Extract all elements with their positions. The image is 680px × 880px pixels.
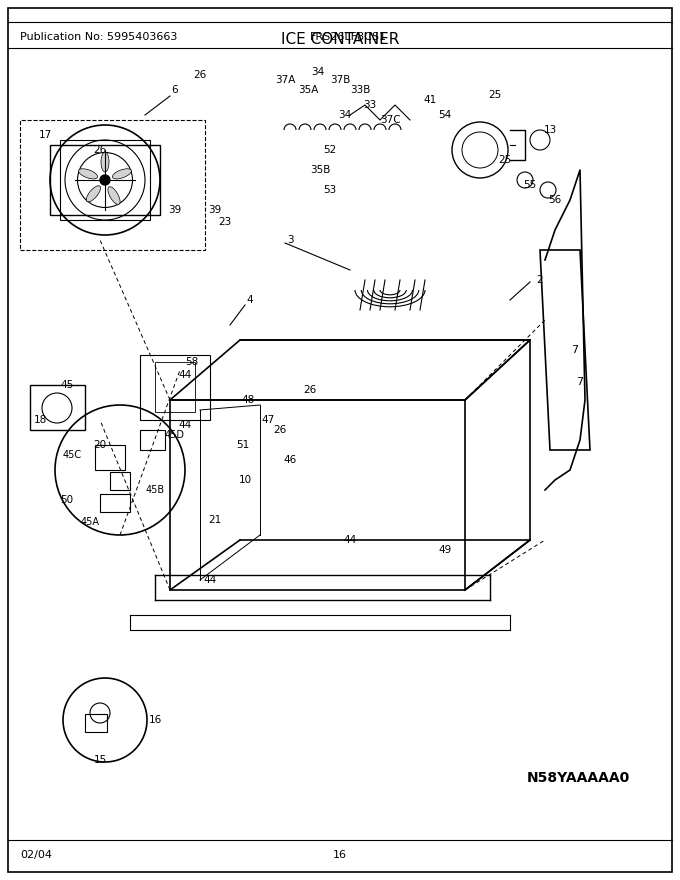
Text: 10: 10 (239, 475, 252, 485)
Text: 39: 39 (169, 205, 182, 215)
Ellipse shape (86, 186, 101, 202)
Text: 23: 23 (218, 217, 232, 227)
Text: 56: 56 (548, 195, 562, 205)
Text: 17: 17 (38, 130, 52, 140)
Text: 34: 34 (311, 67, 324, 77)
Bar (30, 385, 85, 430)
Text: 44: 44 (203, 575, 217, 585)
Text: 02/04: 02/04 (20, 850, 52, 860)
Bar (60, 140, 150, 220)
Text: 47: 47 (261, 415, 275, 425)
Text: ICE CONTAINER: ICE CONTAINER (281, 32, 399, 47)
Text: 41: 41 (424, 95, 437, 105)
Text: 18: 18 (33, 415, 47, 425)
Bar (20, 120, 205, 250)
Text: 25: 25 (498, 155, 511, 165)
Text: 26: 26 (273, 425, 287, 435)
Bar (140, 430, 165, 450)
Text: 33B: 33B (350, 85, 370, 95)
Ellipse shape (108, 187, 120, 204)
Text: 44: 44 (178, 370, 192, 380)
Text: 48: 48 (241, 395, 254, 405)
Text: 53: 53 (324, 185, 337, 195)
Text: 50: 50 (61, 495, 73, 505)
Text: 49: 49 (439, 545, 452, 555)
Text: 20: 20 (93, 440, 107, 450)
Text: 58: 58 (186, 357, 199, 367)
Text: N58YAAAAA0: N58YAAAAA0 (527, 771, 630, 785)
Text: 21: 21 (208, 515, 222, 525)
Bar (110, 472, 130, 490)
Text: 33: 33 (363, 100, 377, 110)
Text: 54: 54 (439, 110, 452, 120)
Text: 13: 13 (543, 125, 557, 135)
Text: 16: 16 (333, 850, 347, 860)
Bar (140, 355, 210, 420)
Text: 16: 16 (148, 715, 162, 725)
Text: 37A: 37A (275, 75, 295, 85)
Text: 7: 7 (571, 345, 579, 355)
Text: 37C: 37C (379, 115, 401, 125)
Text: 6: 6 (171, 85, 178, 95)
Text: 2: 2 (537, 275, 543, 285)
Bar (95, 445, 125, 470)
Bar (100, 494, 130, 512)
Text: 45D: 45D (165, 430, 185, 440)
Text: 52: 52 (324, 145, 337, 155)
Ellipse shape (112, 169, 131, 179)
Bar (85, 714, 107, 732)
Text: 45C: 45C (63, 450, 82, 460)
Text: 45A: 45A (80, 517, 99, 527)
Text: 26: 26 (93, 145, 107, 155)
Text: Publication No: 5995403663: Publication No: 5995403663 (20, 32, 177, 42)
Text: 7: 7 (577, 377, 583, 387)
Ellipse shape (79, 169, 98, 179)
Bar (155, 362, 195, 412)
Text: 35A: 35A (298, 85, 318, 95)
Text: 37B: 37B (330, 75, 350, 85)
Text: 34: 34 (339, 110, 352, 120)
Circle shape (100, 175, 110, 185)
Text: 35B: 35B (310, 165, 330, 175)
Text: 25: 25 (488, 90, 502, 100)
Bar (50, 145, 160, 215)
Text: 51: 51 (237, 440, 250, 450)
Text: 46: 46 (284, 455, 296, 465)
Text: 26: 26 (303, 385, 317, 395)
Text: FRS26LF8CS1: FRS26LF8CS1 (310, 32, 387, 42)
Text: 55: 55 (524, 180, 537, 190)
Text: 44: 44 (178, 420, 192, 430)
Text: 45B: 45B (146, 485, 165, 495)
Text: 39: 39 (208, 205, 222, 215)
Text: 26: 26 (193, 70, 207, 80)
Text: 15: 15 (93, 755, 107, 765)
Ellipse shape (101, 152, 109, 172)
Text: 3: 3 (287, 235, 293, 245)
Text: 44: 44 (343, 535, 356, 545)
Text: 45: 45 (61, 380, 73, 390)
Text: 4: 4 (247, 295, 254, 305)
